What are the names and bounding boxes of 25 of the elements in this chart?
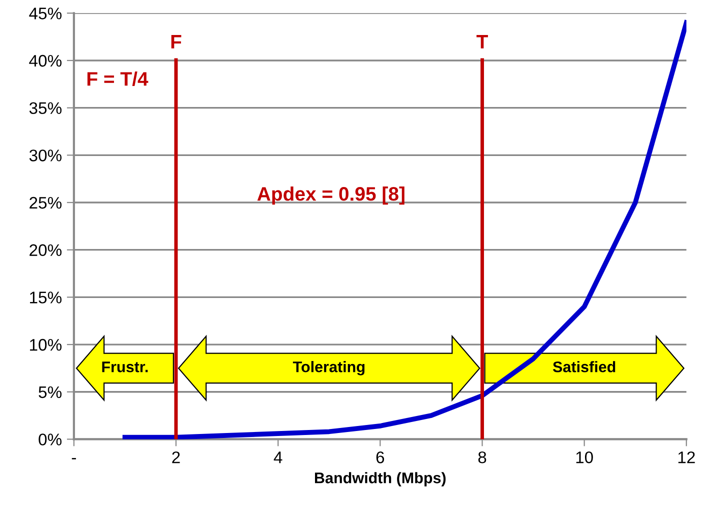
ref-line-label: T [476,35,488,48]
x-tick-label: 6 [376,451,384,464]
y-tick-label: 40% [29,54,62,67]
annotation: Satisfied [552,361,616,372]
y-tick-label: 30% [29,150,62,162]
x-tick-label: 2 [172,451,180,464]
annotation: F = T/4 [87,71,148,86]
y-tick-label: 20% [30,244,62,256]
x-tick-label: 12 [678,451,695,464]
y-tick-label: 15% [30,292,62,304]
annotation: Tolerating [292,361,364,376]
ref-line-label: F [171,35,182,48]
x-tick-label: 4 [274,452,282,464]
x-tick-label: - [72,458,76,460]
y-tick-label: 25% [30,196,62,209]
x-tick-label: 10 [576,451,593,464]
x-axis-title: Bandwidth (Mbps) [314,472,446,486]
annotation: Apdex = 0.95 [8] [257,186,404,205]
y-tick-label: 5% [38,386,62,398]
x-tick-label: 8 [478,451,486,464]
y-tick-label: 45% [29,8,62,20]
y-tick-label: 10% [30,338,62,351]
y-tick-label: 0% [38,434,62,446]
annotation: Frustr. [102,362,148,372]
y-tick-label: 35% [29,102,62,114]
